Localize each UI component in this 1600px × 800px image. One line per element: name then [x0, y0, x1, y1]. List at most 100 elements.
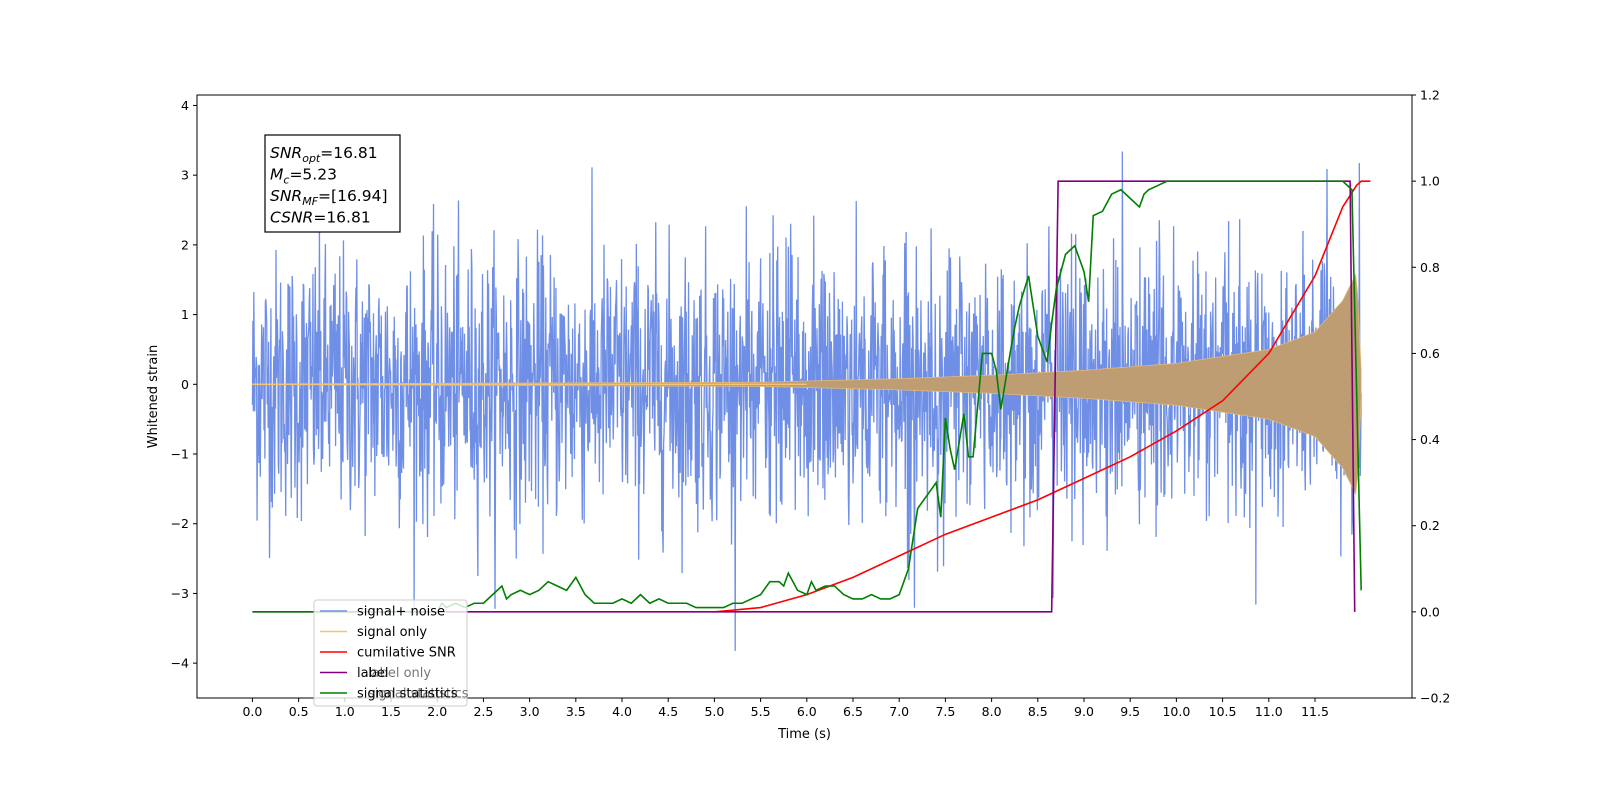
- y2-tick: 0.0: [1412, 604, 1440, 619]
- y-tick: −4: [171, 656, 197, 671]
- x-tick-label: 2.0: [427, 704, 447, 719]
- legend-label: signal+ noise: [357, 605, 445, 620]
- x-tick-label: 7.5: [935, 704, 955, 719]
- x-tick-label: 5.0: [704, 704, 724, 719]
- y2-tick-label: 0.0: [1420, 604, 1440, 619]
- y-tick: −1: [171, 447, 197, 462]
- x-tick-label: 10.0: [1162, 704, 1190, 719]
- x-tick: 11.5: [1301, 698, 1329, 719]
- y-tick-label: 3: [181, 168, 189, 183]
- legend-overlap-text: signal statistics: [368, 687, 469, 702]
- x-tick-label: 6.5: [843, 704, 863, 719]
- x-tick-label: 10.5: [1209, 704, 1237, 719]
- series-label: [252, 180, 1356, 613]
- y-tick-label: 0: [181, 377, 189, 392]
- y-tick-label: −4: [171, 656, 189, 671]
- y2-tick-label: 0.4: [1420, 432, 1440, 447]
- x-tick-label: 0.0: [242, 704, 262, 719]
- legend-item: signal statistics: [320, 687, 458, 702]
- series-signal-only: [252, 273, 1362, 496]
- legend-label: cumilative SNR: [357, 646, 456, 661]
- x-tick: 2.5: [473, 698, 493, 719]
- y-tick: 0: [181, 377, 197, 392]
- y2-tick-label: 0.6: [1420, 346, 1440, 361]
- y-tick-label: −2: [171, 516, 189, 531]
- y2-tick-label: −0.2: [1420, 691, 1450, 706]
- x-tick: 7.5: [935, 698, 955, 719]
- y-tick: 1: [181, 307, 197, 322]
- x-tick-label: 3.5: [566, 704, 586, 719]
- y2-tick-label: 1.0: [1420, 174, 1440, 189]
- x-tick: 9.0: [1074, 698, 1094, 719]
- y-tick-label: −3: [171, 586, 189, 601]
- x-tick-label: 1.5: [381, 704, 401, 719]
- x-tick: 8.0: [982, 698, 1002, 719]
- y-axis-label: Whitened strain: [146, 345, 161, 448]
- x-tick: 11.0: [1255, 698, 1283, 719]
- x-tick: 4.0: [612, 698, 632, 719]
- series-signal-noise: [251, 151, 1362, 651]
- x-tick: 3.5: [566, 698, 586, 719]
- x-axis: 0.0 0.5 1.0 1.5 2.0 2.5 3.0 3.5 4.0 4.5 5.0 5.5 6.0 6…: [242, 698, 1329, 719]
- right-axis-series: [252, 180, 1371, 613]
- x-tick: 7.0: [889, 698, 909, 719]
- legend: label only signal statistics signal+ noise…: [313, 599, 469, 707]
- legend-label: label: [357, 666, 388, 681]
- x-tick: 3.0: [520, 698, 540, 719]
- legend-item: label: [320, 666, 388, 681]
- x-axis-label: Time (s): [777, 727, 831, 742]
- y-axis-left: 4 3 2 1 0 −1 −2 −3 −4: [171, 98, 197, 671]
- y-tick-label: 2: [181, 237, 189, 252]
- x-tick: 5.0: [704, 698, 724, 719]
- x-tick-label: 5.5: [751, 704, 771, 719]
- x-tick: 10.0: [1162, 698, 1190, 719]
- y-tick-label: 1: [181, 307, 189, 322]
- signal-noise-line: [251, 151, 1362, 651]
- y-tick: −2: [171, 516, 197, 531]
- legend-overlap-text: label only: [368, 666, 431, 681]
- annotation-line: SNRMF=[16.94]: [270, 187, 388, 208]
- x-tick: 0.0: [242, 698, 262, 719]
- legend-item: signal+ noise: [320, 605, 445, 620]
- series-signal-statistics: [252, 180, 1362, 613]
- x-tick: 0.5: [289, 698, 309, 719]
- x-tick-label: 9.0: [1074, 704, 1094, 719]
- y2-tick: 0.4: [1412, 432, 1440, 447]
- x-tick: 8.5: [1028, 698, 1048, 719]
- x-tick-label: 0.5: [289, 704, 309, 719]
- annotation-line: CSNR=16.81: [270, 209, 371, 227]
- y2-tick-label: 0.8: [1420, 260, 1440, 275]
- y-tick: 4: [181, 98, 197, 113]
- annotation-line: SNRopt=16.81: [270, 144, 378, 165]
- x-tick-label: 11.5: [1301, 704, 1329, 719]
- x-tick: 4.5: [658, 698, 678, 719]
- y-tick: −3: [171, 586, 197, 601]
- y-axis-right: 1.2 1.0 0.8 0.6 0.4 0.2 0.0 −0.2: [1412, 88, 1450, 706]
- y2-tick: 0.8: [1412, 260, 1440, 275]
- y2-tick-label: 0.2: [1420, 518, 1440, 533]
- x-tick-label: 8.5: [1028, 704, 1048, 719]
- legend-label: signal only: [357, 625, 427, 640]
- y2-tick: 0.2: [1412, 518, 1440, 533]
- plot-frame: [196, 94, 1413, 699]
- x-tick: 10.5: [1209, 698, 1237, 719]
- series-cumilative-snr: [714, 180, 1371, 613]
- y-tick: 3: [181, 168, 197, 183]
- annotation-box: SNRopt=16.81Mc=5.23SNRMF=[16.94]CSNR=16.…: [264, 134, 401, 233]
- annotation-line: Mc=5.23: [270, 166, 337, 187]
- legend-item: signal only: [320, 625, 427, 640]
- legend-item: cumilative SNR: [320, 646, 456, 661]
- x-tick: 6.5: [843, 698, 863, 719]
- x-tick-label: 9.5: [1120, 704, 1140, 719]
- y2-tick: 0.6: [1412, 346, 1440, 361]
- x-tick: 5.5: [751, 698, 771, 719]
- y-tick-label: −1: [171, 447, 189, 462]
- y-tick-label: 4: [181, 98, 189, 113]
- legend-label: signal statistics: [357, 687, 458, 702]
- x-tick-label: 3.0: [520, 704, 540, 719]
- x-tick-label: 1.0: [335, 704, 355, 719]
- y-tick: 2: [181, 237, 197, 252]
- x-tick-label: 6.0: [797, 704, 817, 719]
- signal-only-envelope: [252, 273, 1362, 496]
